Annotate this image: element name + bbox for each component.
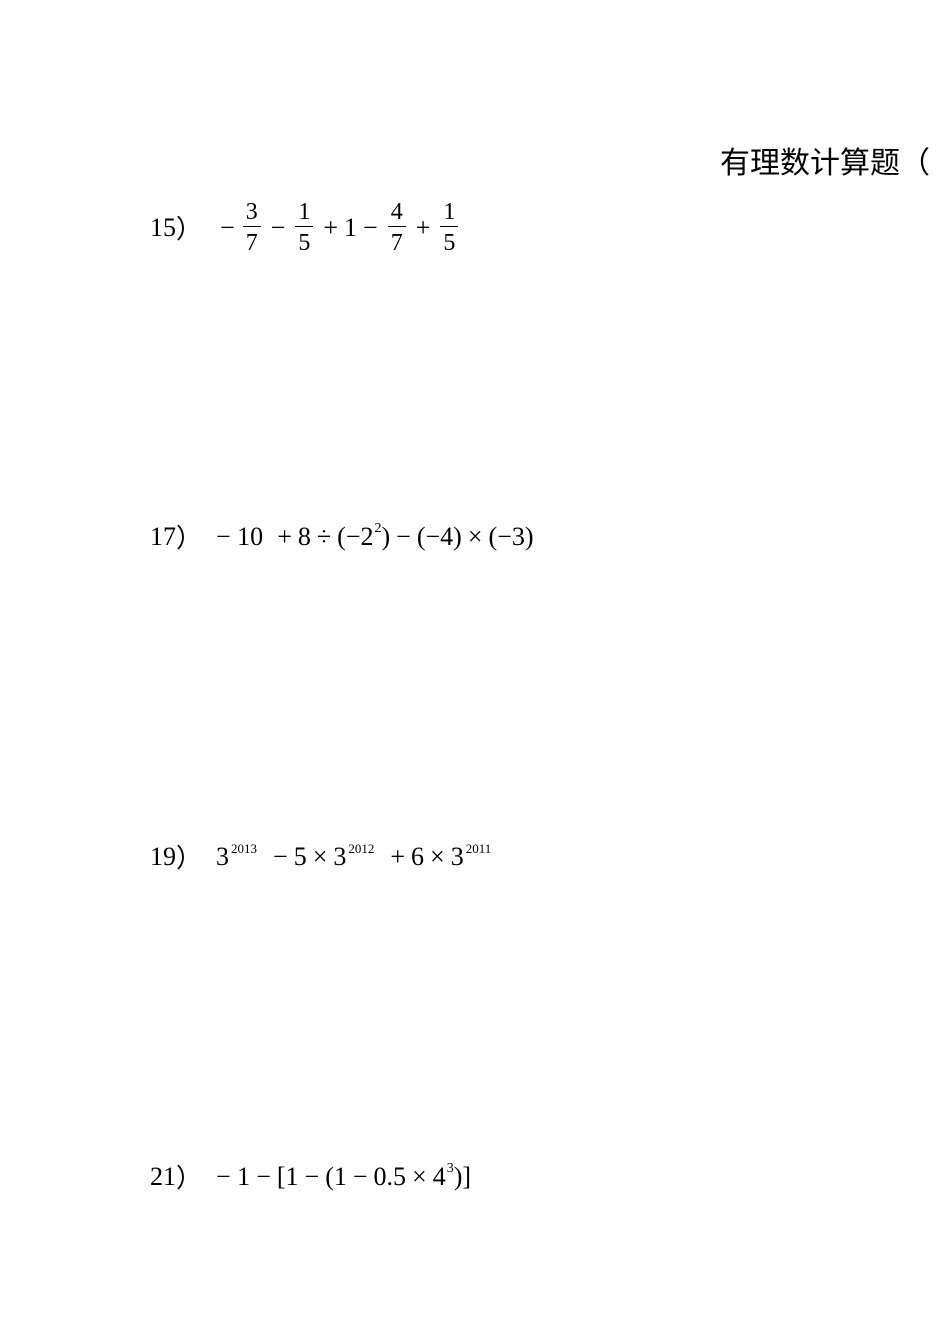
fraction: 1 5: [440, 200, 458, 255]
problem-number: 17: [150, 522, 176, 552]
rparen: ): [525, 522, 534, 552]
rparen: ): [454, 1162, 463, 1192]
number-eight: 8: [298, 522, 311, 552]
fraction: 4 7: [388, 200, 406, 255]
exponent: 2: [374, 521, 381, 537]
number-five: 5: [294, 842, 307, 872]
exponent: 2013: [231, 841, 257, 857]
minus-op: −: [271, 213, 286, 243]
problem-21: 21 ） − 1 − [ 1 − ( 1 − 0.5 × 4 3 ) ]: [150, 1158, 471, 1195]
minus-op: −: [273, 842, 288, 872]
minus-op: −: [363, 213, 378, 243]
fraction: 3 7: [243, 200, 261, 255]
exponent: 2011: [466, 841, 492, 857]
problem-number: 19: [150, 842, 176, 872]
problem-expression: − 10 + 8 ÷ ( −2 2 ) − ( −4 ) × ( −3 ): [216, 522, 534, 552]
problem-19: 19 ） 3 2013 − 5 × 3 2012 + 6 × 3 2011: [150, 838, 493, 875]
numerator: 3: [243, 200, 261, 226]
problem-15: 15 ） − 3 7 − 1 5 + 1 − 4 7 + 1 5: [150, 200, 462, 255]
denominator: 7: [243, 227, 261, 255]
exponent: 2012: [348, 841, 374, 857]
plus-op: +: [416, 213, 431, 243]
neg-two: −2: [346, 522, 374, 552]
denominator: 7: [388, 227, 406, 255]
problem-expression: 3 2013 − 5 × 3 2012 + 6 × 3 2011: [216, 842, 493, 872]
page-title: 有理数计算题（: [720, 138, 930, 182]
lparen: (: [417, 522, 426, 552]
plus-op: +: [277, 522, 292, 552]
neg-four: −4: [426, 522, 454, 552]
fraction: 1 5: [295, 200, 313, 255]
number-four: 4: [433, 1162, 446, 1192]
neg-sign: −: [220, 213, 235, 243]
neg-ten: − 10: [216, 522, 263, 552]
rbracket: ]: [462, 1162, 471, 1192]
plus-op: +: [390, 842, 405, 872]
problem-paren: ）: [176, 209, 202, 246]
problem-number: 15: [150, 213, 176, 243]
lparen: (: [489, 522, 498, 552]
lparen: (: [325, 1162, 334, 1192]
numerator: 1: [295, 200, 313, 226]
problem-expression: − 3 7 − 1 5 + 1 − 4 7 + 1 5: [216, 200, 462, 255]
minus-op: −: [396, 522, 411, 552]
number-one: 1: [334, 1162, 347, 1192]
base-three: 3: [451, 842, 464, 872]
problem-expression: − 1 − [ 1 − ( 1 − 0.5 × 4 3 ) ]: [216, 1162, 471, 1192]
denominator: 5: [440, 227, 458, 255]
problem-paren: ）: [176, 518, 202, 555]
number-one: 1: [286, 1162, 299, 1192]
numerator: 4: [388, 200, 406, 226]
problem-number: 21: [150, 1162, 176, 1192]
problem-17: 17 ） − 10 + 8 ÷ ( −2 2 ) − ( −4 ) × ( −3…: [150, 518, 534, 555]
lbracket: [: [277, 1162, 286, 1192]
lparen: (: [337, 522, 346, 552]
minus-op: −: [353, 1162, 368, 1192]
mul-op: ×: [468, 522, 483, 552]
base-three: 3: [216, 842, 229, 872]
div-op: ÷: [317, 522, 331, 552]
rparen: ): [453, 522, 462, 552]
denominator: 5: [295, 227, 313, 255]
number-one: 1: [344, 213, 357, 243]
numerator: 1: [440, 200, 458, 226]
base-three: 3: [333, 842, 346, 872]
rparen: ): [381, 522, 390, 552]
minus-op: −: [256, 1162, 271, 1192]
neg-one: − 1: [216, 1162, 250, 1192]
number-six: 6: [411, 842, 424, 872]
plus-op: +: [323, 213, 338, 243]
mul-op: ×: [313, 842, 328, 872]
minus-op: −: [305, 1162, 320, 1192]
mul-op: ×: [430, 842, 445, 872]
problem-paren: ）: [176, 1158, 202, 1195]
mul-op: ×: [412, 1162, 427, 1192]
neg-three: −3: [497, 522, 525, 552]
exponent: 3: [447, 1161, 454, 1177]
number-half: 0.5: [374, 1162, 407, 1192]
problem-paren: ）: [176, 838, 202, 875]
